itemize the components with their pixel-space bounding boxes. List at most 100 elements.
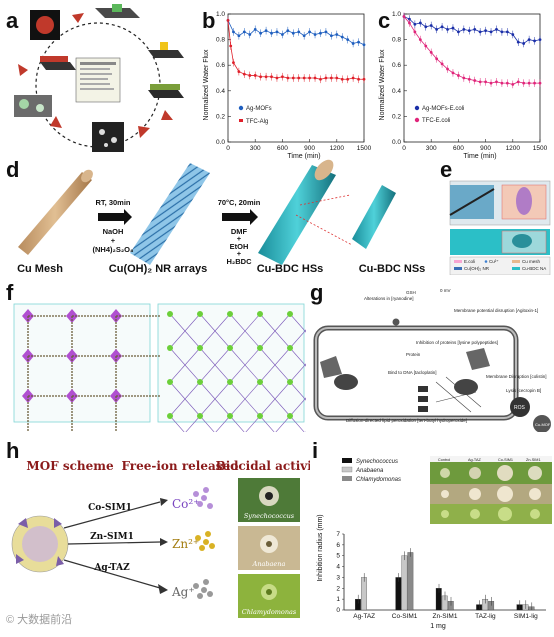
watermark: © 大数据前沿 [6, 614, 73, 626]
label-cu-mesh: Cu Mesh [17, 263, 63, 275]
chart-b-ylabel: Normalized Water Flux [203, 49, 210, 120]
chart-b-point [264, 29, 268, 33]
chart-c-point [527, 81, 531, 85]
chart-b-point [308, 30, 311, 34]
h-org-1: Anabaena [252, 560, 286, 568]
chart-b-point [275, 30, 279, 34]
chart-i-bar [528, 606, 535, 611]
cu-bdc-hs-rod [258, 159, 353, 265]
chart-i-bar [401, 555, 408, 611]
panel-d-label: d [6, 157, 20, 182]
chart-c-point [538, 38, 542, 41]
chart-c-point [467, 77, 471, 81]
g-text-1: GSH [406, 290, 416, 295]
panel-f-label: f [6, 280, 14, 305]
panel-g-label: g [310, 280, 324, 305]
chart-b-point [340, 35, 344, 39]
chart-b-point [270, 75, 273, 79]
right-lattice-node [257, 311, 263, 317]
chart-c-point [457, 30, 460, 34]
chart-c-point [402, 15, 406, 18]
chart-c-point [511, 33, 515, 36]
panel-f: f [0, 280, 321, 451]
chart-b-point [264, 75, 268, 79]
sem-image-bottom [92, 122, 124, 152]
chart-c-point [533, 39, 536, 43]
chart-b-xtick-label: 0 [226, 145, 230, 152]
step1-line-3: (NH4)₂S₂O₈ [92, 245, 134, 254]
chart-i-ytick-label: 4 [336, 564, 340, 571]
h-mof-ag: Ag-TAZ [93, 563, 130, 573]
g-text-3: Membrane potential disruption [Agitoxin-… [454, 308, 538, 313]
right-lattice-node [227, 413, 233, 419]
step1-line-0: RT, 30min [95, 198, 130, 207]
right-lattice-node [167, 311, 173, 317]
chart-b-point [237, 70, 241, 73]
chart-c-point [522, 81, 526, 85]
chart-c-point [429, 51, 433, 54]
right-lattice-node [227, 311, 233, 317]
chart-c-point [538, 81, 542, 85]
chart-c-ytick-label: 0.6 [392, 62, 401, 69]
chart-i-ylabel: Inhibition radius (mm) [317, 514, 324, 581]
chart-c-point [446, 67, 449, 71]
chart-c-point [413, 22, 417, 26]
chart-c-xtick-label: 900 [480, 145, 491, 152]
g-text-0: Alterations in [ryanodine] [364, 296, 414, 301]
chart-b-point [248, 33, 252, 36]
chart-c-xtick-label: 1200 [506, 145, 521, 152]
right-lattice-node [197, 379, 203, 385]
right-lattice-bond [229, 347, 261, 383]
panel-e: e E.coli Cu²⁺ Cu mesh Cu(OH)₂ NR Cu-BDC … [436, 155, 554, 276]
h-org-2: Chlamydomonas [242, 608, 297, 616]
panel-c: c Normalized Water Flux Time (min) Ag-MO… [372, 0, 554, 160]
chart-b-xtick-label: 1200 [330, 145, 345, 152]
chart-b-point [335, 33, 339, 36]
chart-i-ytick-label: 5 [336, 553, 340, 560]
chart-c-ytick-label: 0.0 [392, 139, 401, 146]
chart-b-ytick-label: 1.0 [216, 11, 225, 18]
right-lattice-node [197, 311, 203, 317]
chart-c-point [462, 27, 466, 31]
chart-b-point [275, 76, 279, 80]
g-text-4: Inhibition of proteins [lysine polypepti… [416, 340, 498, 345]
arrow-zn [67, 541, 161, 545]
chart-c-point [440, 62, 444, 66]
chart-c-point [435, 57, 439, 61]
chart-i-ytick-label: 0 [336, 607, 340, 614]
chart-b-legend-0: Ag-MOFs [246, 106, 272, 112]
chart-b-point [286, 76, 290, 80]
chart-b-series-line-0 [227, 20, 365, 46]
step2-line-2: + [237, 234, 242, 243]
right-lattice-node [257, 413, 263, 419]
chart-c-series-line-0 [403, 16, 541, 44]
chart-b-point [362, 43, 366, 47]
chart-c-point [435, 27, 439, 31]
chart-b-point [319, 31, 322, 35]
right-lattice-bond [229, 313, 261, 349]
right-lattice-bond [199, 381, 231, 417]
chart-i-legend: Synechococcus Anabaena Chlamydomonas [341, 458, 401, 483]
cu-bdc-ns-rod [352, 185, 396, 249]
h-ion-co: Co²⁺ [172, 497, 200, 511]
chart-c-point [505, 30, 509, 34]
petri-anabaena [238, 526, 300, 570]
chart-b-series-line-1 [227, 20, 364, 80]
chart-b-point [291, 31, 295, 35]
chart-b-point [324, 76, 328, 80]
chart-c-point [418, 38, 422, 41]
chart-i-ytick-label: 1 [336, 596, 340, 603]
right-lattice-node [197, 345, 203, 351]
chart-b-point [259, 75, 263, 79]
chart-b-point [308, 76, 311, 80]
panel-h-scheme: MOF scheme Free-ion released Biocidal ac… [11, 459, 325, 618]
chart-b-ytick-label: 0.8 [216, 37, 225, 44]
chart-c: Normalized Water Flux Time (min) Ag-MOFs… [379, 11, 548, 160]
chart-c-point [522, 42, 526, 45]
chart-c-point [424, 25, 428, 29]
chart-b-point [226, 19, 230, 22]
chart-c-point [429, 24, 433, 27]
arrow-ag [63, 559, 161, 589]
panel-d-scheme: RT, 30min NaOH + (NH4)₂S₂O₈ 70°C, 20min … [17, 159, 425, 275]
chart-b-point [313, 76, 317, 80]
